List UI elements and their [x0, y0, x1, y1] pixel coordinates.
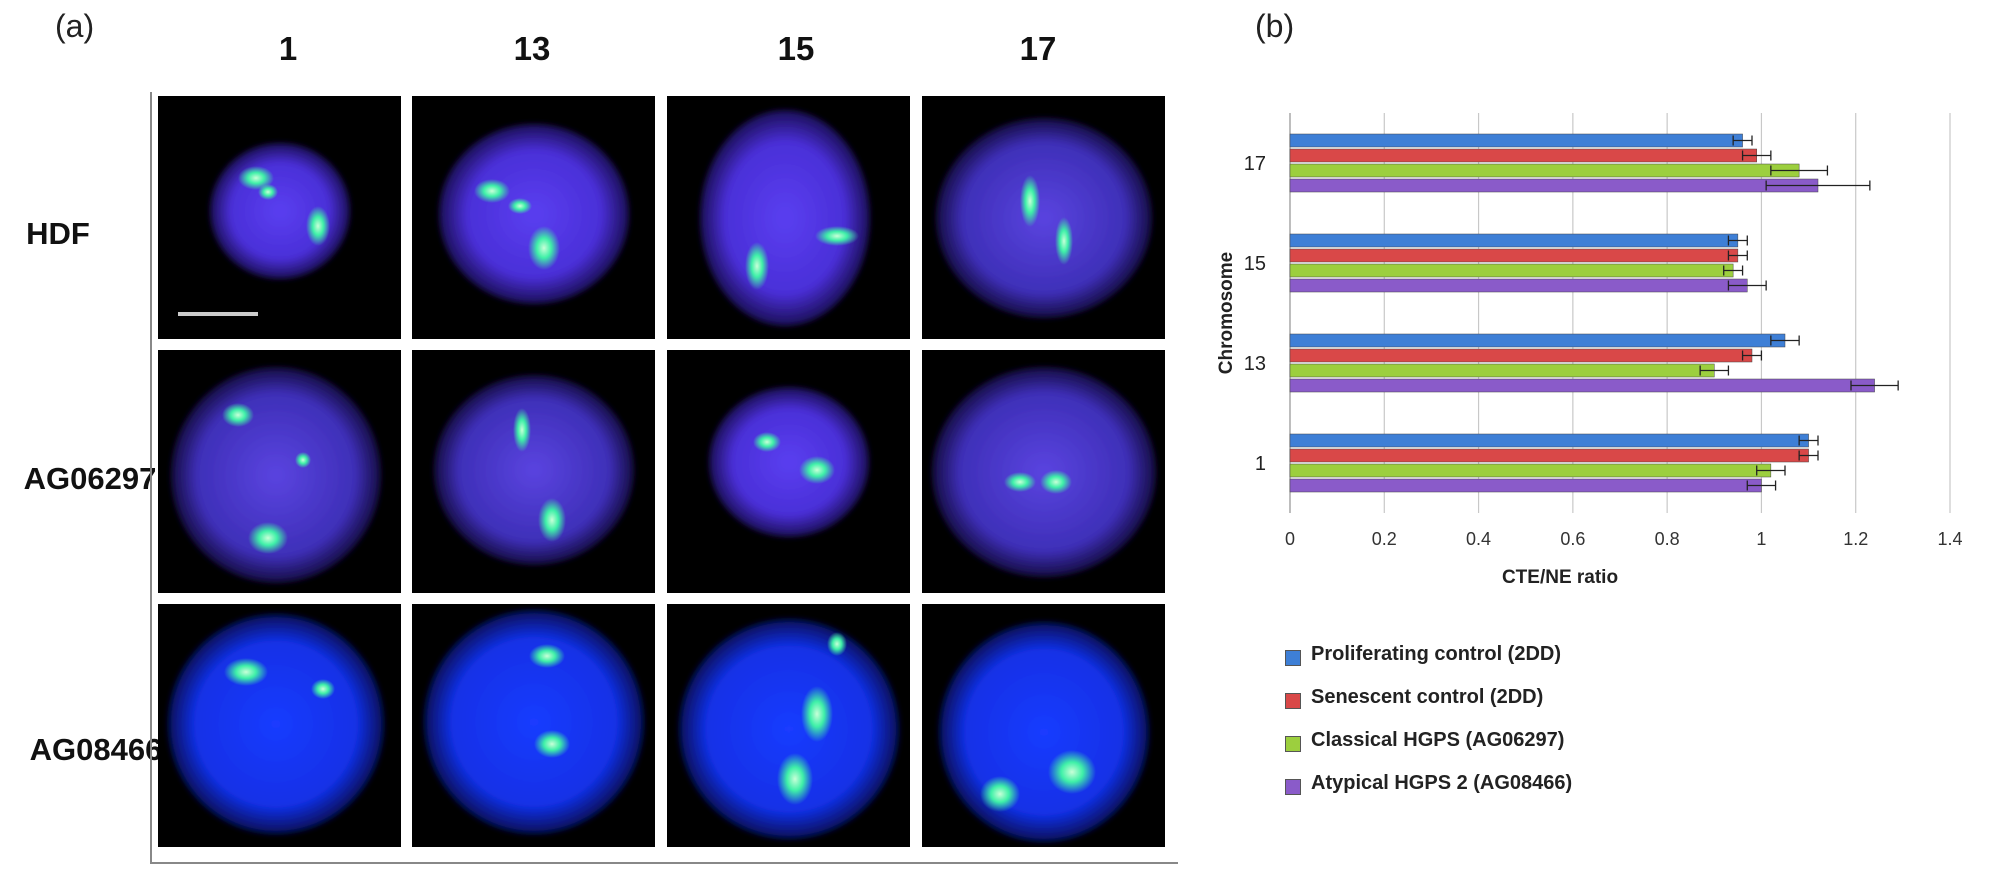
bar — [1289, 348, 1753, 363]
bar — [1289, 448, 1809, 463]
x-axis-label: CTE/NE ratio — [1502, 567, 1618, 588]
x-tick-label: 1.2 — [1843, 529, 1868, 549]
bar-chart: 0 0.2 0.4 0.6 0.8 1 1.2 1.4 17 15 13 1 CTE/NE ratio C… — [1216, 113, 1963, 588]
micrograph-hdf-chr13 — [412, 96, 655, 339]
bar — [1289, 133, 1743, 148]
x-tick-label: 0.6 — [1560, 529, 1585, 549]
image-grid-frame — [150, 92, 1178, 864]
column-header-chr13: 13 — [513, 30, 551, 67]
column-header-chr17: 17 — [1019, 30, 1057, 67]
micrograph-ag06297-chr17 — [922, 350, 1165, 593]
micrograph-ag06297-chr1 — [158, 350, 401, 593]
legend-label: Proliferating control (2DD) — [1311, 643, 1562, 665]
bar — [1289, 148, 1757, 163]
micrograph-ag08466-chr17 — [922, 604, 1165, 847]
legend-label: Atypical HGPS 2 (AG08466) — [1311, 772, 1573, 794]
column-header-chr15: 15 — [777, 30, 815, 67]
x-tick-label: 0.4 — [1466, 529, 1491, 549]
row-header-ag08466: AG08466 — [29, 732, 163, 767]
y-tick-label: 15 — [1244, 253, 1266, 275]
x-tick-label: 0.8 — [1655, 529, 1680, 549]
bar — [1289, 163, 1800, 178]
micrograph-ag08466-chr1 — [158, 604, 401, 847]
legend-swatch — [1285, 650, 1301, 666]
panel-b-label: (b) — [1255, 8, 1295, 44]
bar — [1289, 363, 1715, 378]
panel-a-label: (a) — [55, 8, 95, 44]
bar — [1289, 278, 1748, 293]
column-header-chr1: 1 — [278, 30, 298, 67]
row-header-hdf: HDF — [26, 216, 90, 251]
micrograph-ag08466-chr15 — [667, 604, 910, 847]
row-header-ag06297: AG06297 — [23, 461, 157, 496]
x-tick-label: 1.4 — [1937, 529, 1962, 549]
bar — [1289, 333, 1786, 348]
bar — [1289, 178, 1819, 193]
bar — [1289, 478, 1762, 493]
bar — [1289, 433, 1809, 448]
micrograph-ag06297-chr13 — [412, 350, 655, 593]
micrograph-hdf-chr1 — [158, 96, 401, 339]
micrograph-ag08466-chr13 — [412, 604, 655, 847]
bar — [1289, 233, 1739, 248]
micrograph-hdf-chr15 — [667, 96, 910, 339]
bar — [1289, 248, 1739, 263]
x-tick-label: 1 — [1756, 529, 1766, 549]
legend-label: Classical HGPS (AG06297) — [1311, 729, 1565, 751]
bar — [1289, 463, 1772, 478]
micrograph-hdf-chr17 — [922, 96, 1165, 339]
y-tick-label: 13 — [1244, 353, 1266, 375]
legend-label: Senescent control (2DD) — [1311, 686, 1544, 708]
y-tick-label: 17 — [1244, 153, 1266, 175]
bar — [1289, 378, 1875, 393]
legend-swatch — [1285, 779, 1301, 795]
legend-swatch — [1285, 736, 1301, 752]
bar — [1289, 263, 1734, 278]
y-axis-label: Chromosome — [1216, 252, 1237, 374]
y-tick-label: 1 — [1255, 453, 1266, 475]
micrograph-ag06297-chr15 — [667, 350, 910, 593]
legend-swatch — [1285, 693, 1301, 709]
x-tick-label: 0.2 — [1372, 529, 1397, 549]
x-tick-label: 0 — [1285, 529, 1295, 549]
